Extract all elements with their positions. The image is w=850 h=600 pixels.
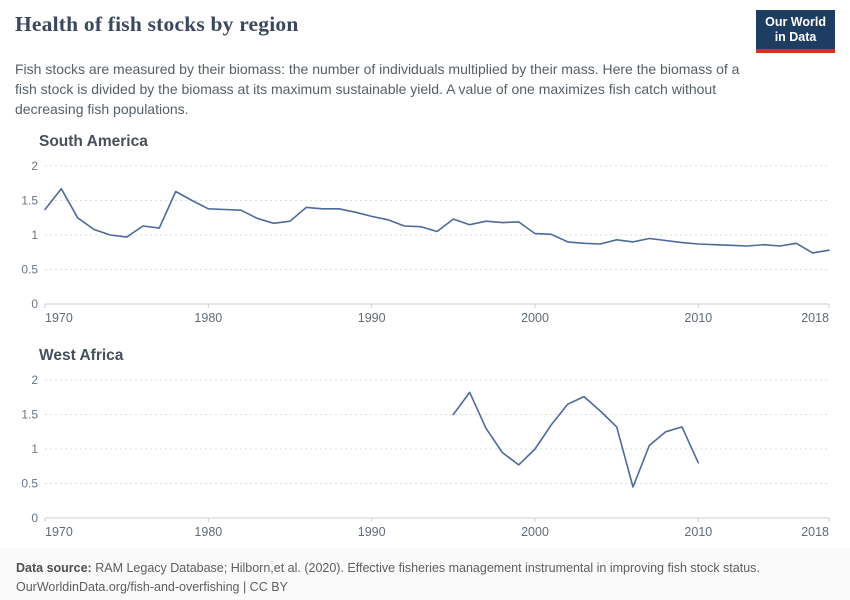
- x-axis-tick-label: 1980: [194, 525, 222, 539]
- chart-section-south-america: South America 0 0.5 1 1.5 2 1970 1980 1990 2000 2…: [15, 133, 835, 334]
- x-axis-tick-label: 1980: [194, 311, 222, 325]
- line-chart-south-america[interactable]: 0 0.5 1 1.5 2 1970 1980 1990 2000 2010 2018: [15, 156, 835, 334]
- data-line: [44, 187, 830, 254]
- line-chart-west-africa[interactable]: 0 0.5 1 1.5 2 1970 1980 1990 2000 2010 2018: [15, 370, 835, 548]
- logo-line-2: in Data: [774, 30, 817, 44]
- header: Health of fish stocks by region Our Worl…: [15, 10, 835, 120]
- data-source-text: RAM Legacy Database; Hilborn,et al. (202…: [91, 560, 760, 575]
- x-axis-tick-label: 1990: [358, 525, 386, 539]
- y-axis-tick-label: 1: [31, 442, 38, 456]
- footer-link[interactable]: OurWorldinData.org/fish-and-overfishing: [16, 580, 240, 594]
- logo-line-1: Our World: [765, 15, 826, 29]
- y-axis-tick-label: 0: [31, 297, 38, 311]
- chart-title-south-america: South America: [39, 132, 148, 150]
- license-suffix: | CC BY: [239, 580, 288, 594]
- chart-title-west-africa: West Africa: [39, 346, 124, 364]
- x-axis-tick-label: 2010: [684, 525, 712, 539]
- y-axis-tick-label: 1.5: [21, 193, 38, 207]
- y-axis-tick-label: 0: [31, 511, 38, 525]
- footer: Data source: RAM Legacy Database; Hilbor…: [0, 547, 850, 600]
- x-axis-tick-label: 2010: [684, 311, 712, 325]
- x-axis-tick-label: 2018: [801, 311, 829, 325]
- x-axis-tick-label: 1970: [45, 311, 73, 325]
- y-axis-tick-label: 1: [31, 228, 38, 242]
- owid-logo[interactable]: Our World in Data: [756, 10, 835, 53]
- page-title: Health of fish stocks by region: [15, 12, 299, 36]
- x-axis-tick-label: 2000: [521, 525, 549, 539]
- header-top: Health of fish stocks by region Our Worl…: [15, 10, 835, 53]
- x-axis-tick-label: 1990: [358, 311, 386, 325]
- x-axis-tick-label: 2018: [801, 525, 829, 539]
- chart-subtitle: Fish stocks are measured by their biomas…: [15, 61, 740, 117]
- chart-section-west-africa: West Africa 0 0.5 1 1.5 2 1970 1980 1990 2000 201…: [15, 347, 835, 548]
- x-axis-tick-label: 2000: [521, 311, 549, 325]
- data-line: [452, 391, 700, 488]
- data-source-line: Data source: RAM Legacy Database; Hilbor…: [16, 559, 834, 578]
- license-line: OurWorldinData.org/fish-and-overfishing …: [16, 578, 834, 597]
- y-axis-tick-label: 2: [31, 373, 38, 387]
- y-axis-tick-label: 0.5: [21, 262, 38, 276]
- y-axis-tick-label: 1.5: [21, 407, 38, 421]
- data-source-label: Data source:: [16, 560, 92, 575]
- y-axis-tick-label: 0.5: [21, 476, 38, 490]
- y-axis-tick-label: 2: [31, 159, 38, 173]
- x-axis-tick-label: 1970: [45, 525, 73, 539]
